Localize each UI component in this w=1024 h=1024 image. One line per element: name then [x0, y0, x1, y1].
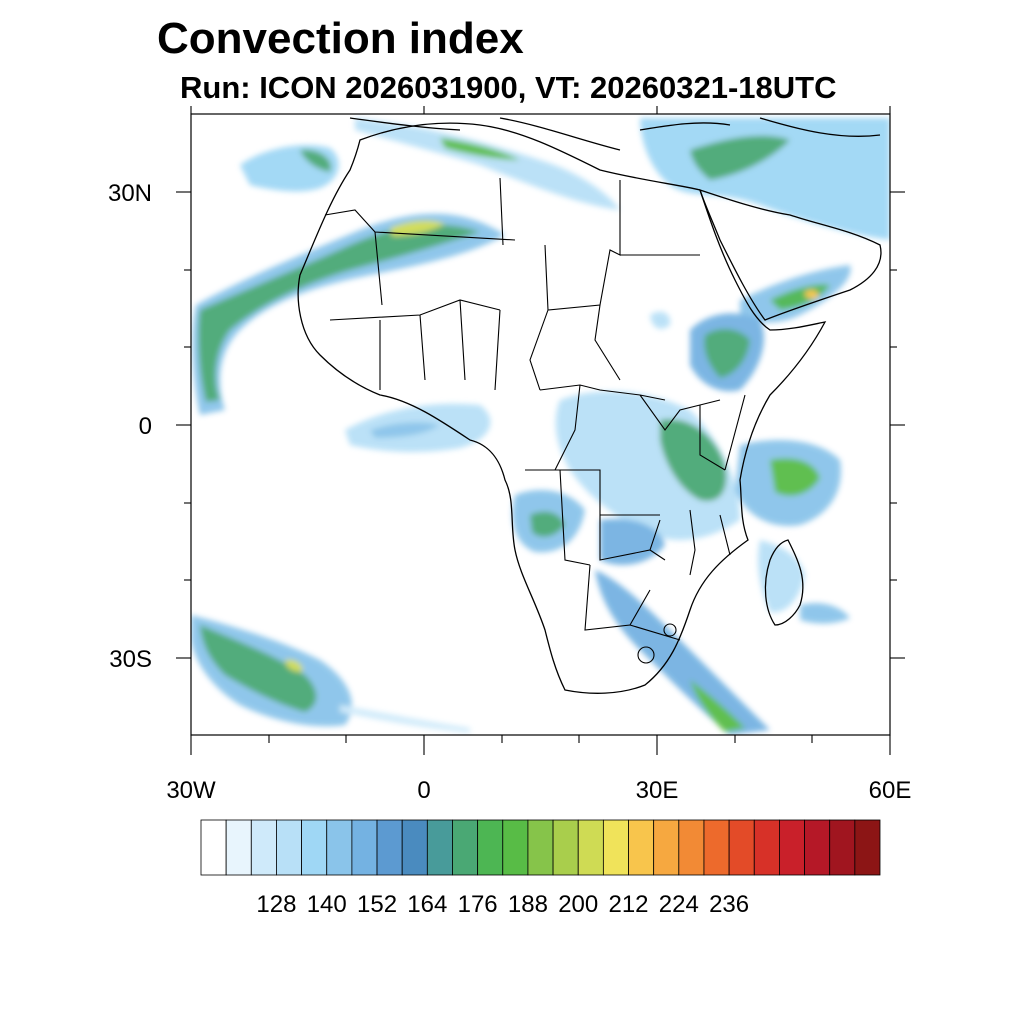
colorbar-label: 140 — [307, 891, 347, 918]
colorbar-box — [200, 819, 227, 876]
colorbar-label: 212 — [608, 891, 648, 918]
colorbar-box — [250, 819, 277, 876]
lat-label-30s: 30S — [109, 646, 152, 673]
colorbar-box — [502, 819, 529, 876]
convection-area-southwest-peak — [285, 659, 303, 672]
lon-label-60e: 60E — [869, 777, 912, 804]
colorbar-label: 176 — [458, 891, 498, 918]
colorbar-box — [779, 819, 805, 876]
convection-area-se-band — [595, 570, 770, 735]
colorbar-box — [276, 819, 302, 876]
colorbar-box — [376, 819, 403, 876]
colorbar-label: 164 — [407, 891, 447, 918]
convection-field — [191, 118, 890, 735]
convection-area-south-atlantic-streak — [340, 705, 470, 733]
chart-title: Convection index — [157, 14, 524, 63]
convection-area-madagascar — [758, 540, 805, 613]
country-borders — [324, 177, 746, 664]
colorbar-box — [452, 819, 479, 876]
colorbar-box — [527, 819, 554, 876]
convection-area-sudan — [650, 311, 671, 329]
convection-area-northeast-core — [690, 135, 790, 180]
colorbar-box — [225, 819, 252, 876]
lon-label-0: 0 — [417, 777, 430, 804]
convection-area-atlantic-swirl-core — [300, 149, 331, 172]
colorbar-label: 224 — [659, 891, 699, 918]
colorbar-box — [804, 819, 831, 876]
coastlines — [297, 117, 882, 694]
colorbar-box — [854, 819, 881, 876]
colorbar-label: 152 — [357, 891, 397, 918]
axis-ticks — [176, 106, 905, 755]
colorbar-boxes — [200, 819, 881, 876]
colorbar-box — [552, 819, 579, 876]
colorbar-box — [326, 819, 353, 876]
colorbar-box — [301, 819, 328, 876]
convection-area-med-core — [440, 138, 520, 160]
lon-label-30e: 30E — [636, 777, 679, 804]
convection-area-indian-core — [770, 458, 820, 496]
convection-area-gulf-core — [370, 422, 440, 438]
lon-label-30w: 30W — [166, 777, 216, 804]
colorbar-box — [728, 819, 755, 876]
convection-area-great-lakes — [660, 419, 727, 501]
arabia-coastline — [698, 188, 882, 321]
colorbar-box — [577, 819, 604, 876]
chart-subtitle: Run: ICON 2026031900, VT: 20260321-18UTC — [180, 70, 837, 105]
lat-label-equator: 0 — [139, 413, 152, 440]
colorbar: 128 140 152 164 176 188 200 212 224 236 — [200, 819, 881, 918]
convection-area-arabia-peak — [804, 290, 819, 299]
convection-area-madagascar-east — [800, 603, 850, 624]
colorbar-box — [351, 819, 378, 876]
colorbar-labels: 128 140 152 164 176 188 200 212 224 236 — [256, 891, 749, 918]
colorbar-label: 188 — [508, 891, 548, 918]
colorbar-box — [753, 819, 780, 876]
colorbar-box — [602, 819, 629, 876]
convection-area-southwest-core — [200, 625, 317, 712]
europe-coastline — [349, 117, 881, 151]
colorbar-box — [829, 819, 856, 876]
colorbar-box — [401, 819, 428, 876]
convection-area-angola-core — [530, 511, 565, 537]
convection-area-zambia — [600, 518, 665, 565]
convection-area-nw-peak — [390, 220, 445, 236]
convection-area-nw-core — [198, 224, 480, 402]
colorbar-box — [653, 819, 680, 876]
convection-area-ethiopia-core — [704, 328, 750, 378]
colorbar-box — [678, 819, 705, 876]
lat-label-30n: 30N — [108, 180, 152, 207]
colorbar-label: 236 — [709, 891, 749, 918]
convection-area-se-core — [690, 680, 745, 732]
madagascar-coastline — [764, 539, 804, 626]
convection-area-mediterranean — [355, 118, 620, 210]
colorbar-box — [477, 819, 504, 876]
colorbar-box — [703, 819, 730, 876]
colorbar-label: 128 — [256, 891, 296, 918]
colorbar-box — [426, 819, 453, 876]
colorbar-box — [628, 819, 655, 876]
colorbar-label: 200 — [558, 891, 598, 918]
